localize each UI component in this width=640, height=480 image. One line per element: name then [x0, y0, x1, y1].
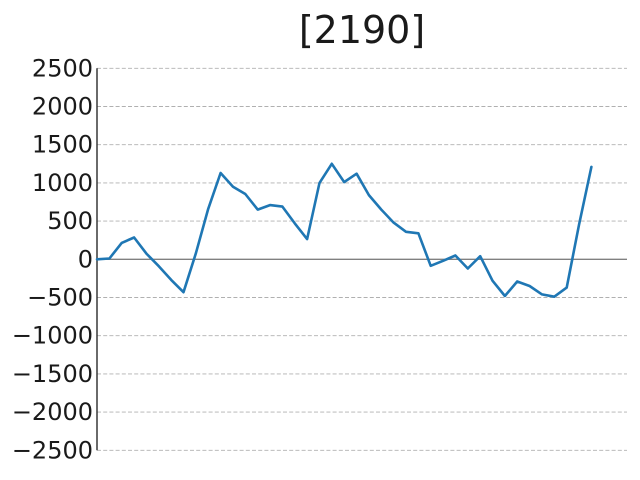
y-tick-label: −1000: [12, 322, 93, 350]
y-tick-label: −500: [27, 284, 93, 312]
y-tick-label: 2000: [32, 93, 93, 121]
y-gridlines: [97, 67, 627, 451]
y-tick-label: 2500: [32, 54, 93, 82]
y-tick-label: 1000: [32, 169, 93, 197]
data-series: [95, 162, 593, 299]
y-tick-label: 0: [78, 245, 93, 273]
chart-title: [2190]: [299, 8, 425, 52]
data-line: [95, 162, 593, 299]
y-tick-label: 1500: [32, 131, 93, 159]
y-tick-label: −2000: [12, 398, 93, 426]
y-axis-labels: 2500 2000 1500 1000 500 0 −500 −1000 −1500 −2000 −…: [12, 54, 93, 464]
y-tick-label: 500: [47, 207, 93, 235]
y-tick-label: −2500: [12, 436, 93, 464]
y-tick-label: −1500: [12, 360, 93, 388]
